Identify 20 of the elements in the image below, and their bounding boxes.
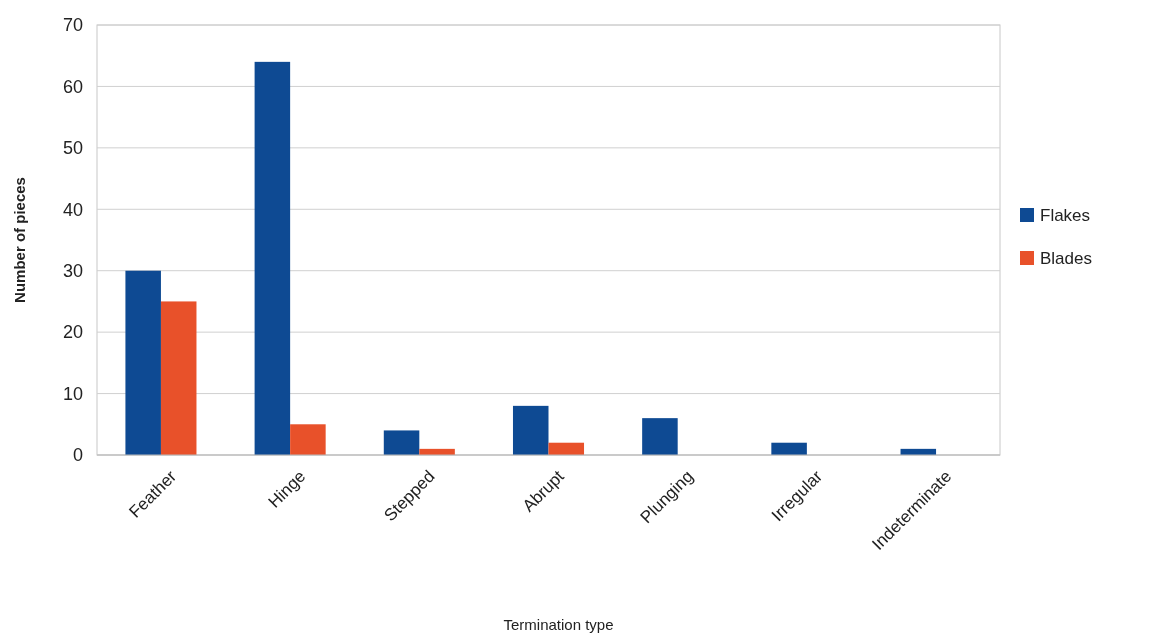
y-tick-label: 40 [62, 199, 83, 220]
bar [383, 430, 420, 455]
legend-label: Blades [1040, 249, 1092, 268]
bar [512, 405, 549, 455]
y-axis-title: Number of pieces [11, 177, 28, 303]
bar [771, 442, 807, 455]
legend-label: Flakes [1040, 206, 1091, 225]
y-tick-label: 50 [62, 138, 83, 159]
y-tick-label: 30 [62, 261, 83, 282]
bar [642, 418, 678, 455]
y-tick-label: 70 [62, 15, 83, 36]
bar [254, 61, 291, 455]
y-tick-label: 0 [72, 445, 83, 466]
bar [290, 424, 326, 455]
x-axis-title: Termination type [503, 616, 614, 633]
y-tick-label: 60 [62, 76, 83, 97]
y-tick-label: 20 [62, 322, 83, 343]
bar [125, 270, 161, 455]
bar [160, 301, 197, 455]
y-tick-label: 10 [62, 383, 83, 404]
